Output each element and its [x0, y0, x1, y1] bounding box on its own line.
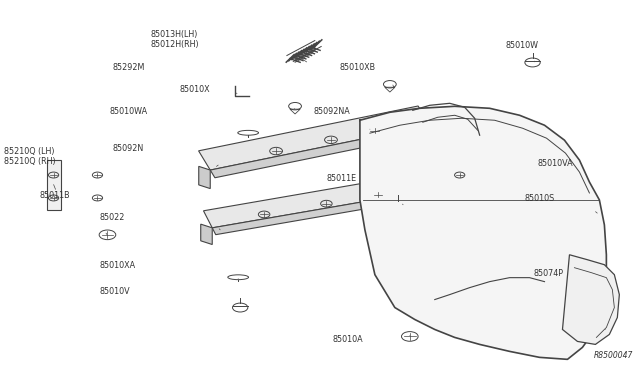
Text: 85074P: 85074P [534, 269, 564, 278]
Text: R8500047: R8500047 [593, 351, 633, 360]
Polygon shape [563, 255, 620, 344]
Text: 85013H(LH)
85012H(RH): 85013H(LH) 85012H(RH) [150, 30, 198, 49]
Text: 85010S: 85010S [524, 195, 555, 203]
Text: 85022: 85022 [100, 213, 125, 222]
Text: 85010X: 85010X [179, 85, 210, 94]
Text: 85092N: 85092N [113, 144, 144, 153]
Circle shape [394, 203, 401, 207]
Polygon shape [199, 166, 210, 189]
Text: 85010XA: 85010XA [100, 261, 136, 270]
Text: 85010VA: 85010VA [537, 159, 573, 168]
Polygon shape [212, 192, 423, 235]
Text: 85010XB: 85010XB [339, 63, 375, 72]
Polygon shape [420, 188, 429, 209]
Text: 85010W: 85010W [505, 41, 538, 50]
Text: 85292M: 85292M [113, 63, 145, 72]
Polygon shape [430, 122, 441, 144]
Polygon shape [201, 224, 212, 244]
Polygon shape [204, 175, 420, 228]
Text: 85010A: 85010A [333, 335, 364, 344]
Polygon shape [198, 106, 430, 170]
Polygon shape [360, 106, 606, 359]
Text: 85092NA: 85092NA [314, 108, 350, 116]
FancyBboxPatch shape [47, 160, 61, 210]
Text: 85010V: 85010V [100, 287, 131, 296]
Text: 85210Q (LH)
85210Q (RH): 85210Q (LH) 85210Q (RH) [4, 147, 56, 166]
Text: 85011B: 85011B [39, 191, 70, 200]
Polygon shape [210, 125, 435, 178]
Text: 85011E: 85011E [326, 174, 356, 183]
Text: 85010WA: 85010WA [109, 108, 147, 116]
